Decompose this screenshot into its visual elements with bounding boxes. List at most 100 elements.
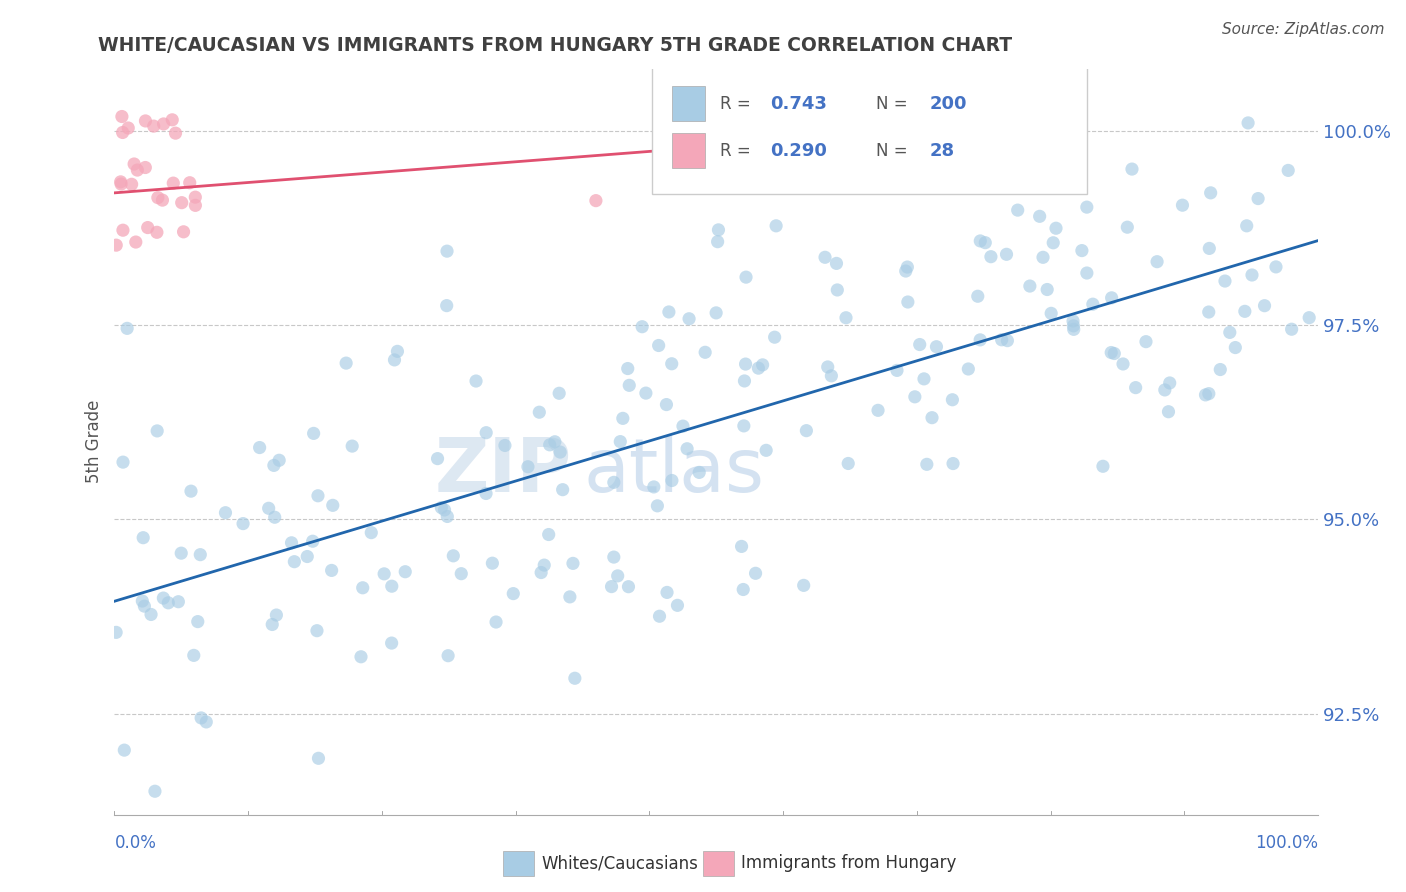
Point: [105, 625, 128, 640]
Point: [1194, 388, 1216, 402]
Point: [280, 536, 302, 550]
Point: [733, 374, 755, 388]
Point: [232, 516, 254, 531]
Point: [634, 386, 657, 401]
Point: [157, 596, 180, 610]
Point: [1277, 163, 1299, 178]
Point: [373, 566, 395, 581]
Point: [381, 579, 404, 593]
Point: [796, 424, 818, 438]
Point: [350, 649, 373, 664]
Text: 200: 200: [929, 95, 967, 112]
Point: [136, 220, 159, 235]
Point: [631, 319, 654, 334]
Point: [908, 337, 931, 351]
Point: [1045, 221, 1067, 235]
Text: Whites/Caucasians: Whites/Caucasians: [541, 855, 699, 872]
Point: [1076, 266, 1098, 280]
Point: [433, 503, 456, 517]
Point: [437, 648, 460, 663]
Point: [658, 305, 681, 319]
Point: [134, 114, 156, 128]
Point: [131, 594, 153, 608]
Point: [1062, 314, 1084, 328]
Point: [180, 484, 202, 499]
Point: [548, 386, 571, 401]
Text: R =: R =: [720, 95, 756, 112]
Point: [146, 424, 169, 438]
Point: [551, 483, 574, 497]
Point: [105, 238, 128, 252]
Point: [426, 451, 449, 466]
Point: [494, 438, 516, 452]
Point: [564, 671, 586, 685]
Point: [1135, 334, 1157, 349]
Point: [1159, 376, 1181, 390]
FancyBboxPatch shape: [652, 66, 1087, 194]
Point: [606, 569, 628, 583]
Text: Immigrants from Hungary: Immigrants from Hungary: [741, 855, 956, 872]
Point: [886, 363, 908, 377]
Point: [1213, 274, 1236, 288]
Point: [187, 615, 209, 629]
Y-axis label: 5th Grade: 5th Grade: [86, 400, 103, 483]
Point: [335, 356, 357, 370]
Point: [647, 338, 669, 352]
Point: [617, 580, 640, 594]
Point: [301, 534, 323, 549]
Point: [643, 480, 665, 494]
Point: [1063, 322, 1085, 336]
Point: [516, 459, 538, 474]
Point: [837, 457, 859, 471]
Point: [661, 357, 683, 371]
Point: [676, 442, 699, 456]
Text: 28: 28: [929, 142, 955, 160]
Point: [1157, 405, 1180, 419]
Point: [152, 193, 174, 207]
Point: [609, 434, 631, 449]
Point: [763, 330, 786, 344]
Point: [436, 244, 458, 259]
Point: [1028, 210, 1050, 224]
Point: [585, 194, 607, 208]
Point: [132, 531, 155, 545]
Point: [1112, 357, 1135, 371]
Point: [562, 557, 585, 571]
Point: [896, 260, 918, 274]
Point: [707, 223, 730, 237]
Text: N =: N =: [876, 142, 914, 160]
Point: [735, 270, 758, 285]
Point: [308, 751, 330, 765]
Text: ZIP: ZIP: [434, 435, 572, 508]
Point: [110, 175, 132, 189]
Point: [297, 549, 319, 564]
Point: [170, 195, 193, 210]
Point: [957, 362, 980, 376]
Point: [360, 525, 382, 540]
Point: [1099, 345, 1122, 359]
Point: [502, 586, 524, 600]
Point: [111, 126, 134, 140]
Point: [394, 565, 416, 579]
Point: [612, 411, 634, 425]
Point: [915, 458, 938, 472]
Text: 0.290: 0.290: [770, 142, 827, 160]
Point: [430, 500, 453, 515]
Point: [1198, 386, 1220, 401]
Point: [1063, 318, 1085, 333]
Point: [143, 784, 166, 798]
Point: [755, 443, 778, 458]
Point: [558, 590, 581, 604]
Point: [1298, 310, 1320, 325]
Point: [152, 117, 174, 131]
Point: [537, 527, 560, 541]
Point: [195, 714, 218, 729]
Point: [655, 398, 678, 412]
Point: [616, 361, 638, 376]
Point: [751, 358, 773, 372]
Point: [1036, 283, 1059, 297]
Text: R =: R =: [720, 142, 756, 160]
Point: [730, 540, 752, 554]
Point: [820, 368, 842, 383]
Point: [110, 177, 132, 191]
